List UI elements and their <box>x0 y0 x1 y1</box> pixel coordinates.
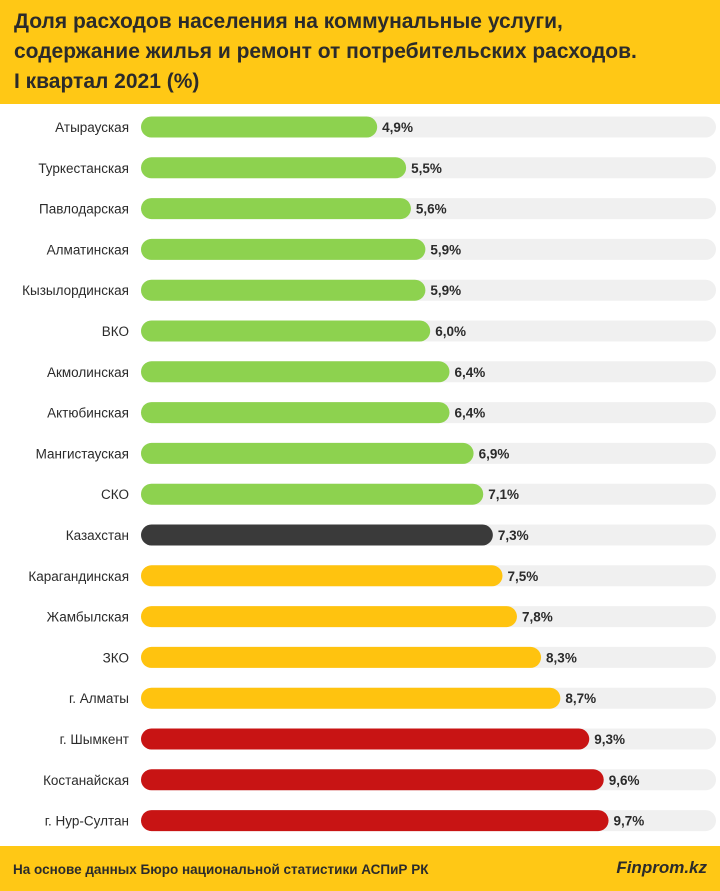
bar-chart-svg: Атырауская 4,9% Туркестанская 5,5% Павлодарс… <box>22 116 716 832</box>
value-label: 6,4% <box>454 406 485 421</box>
category-label: г. Алматы <box>69 691 129 706</box>
bar-row: Атырауская 4,9% <box>55 116 716 138</box>
bar-row: Алматинская 5,9% <box>47 238 716 260</box>
bar-row: Актюбинская 6,4% <box>47 402 716 424</box>
bar-row: ВКО 6,0% <box>102 320 716 342</box>
bar-row: Костанайская 9,6% <box>43 769 716 791</box>
value-label: 7,8% <box>522 610 553 625</box>
value-label: 6,9% <box>479 446 510 461</box>
bar-row: Акмолинская 6,4% <box>47 361 716 383</box>
bar-row: Туркестанская 5,5% <box>38 157 716 179</box>
bar-row: г. Шымкент 9,3% <box>60 728 716 750</box>
category-label: Алматинская <box>47 242 129 257</box>
bar-row: Жамбылская 7,8% <box>47 606 716 628</box>
bar <box>141 157 407 179</box>
value-label: 5,6% <box>416 202 447 217</box>
bar <box>141 279 426 301</box>
value-label: 7,5% <box>508 569 539 584</box>
category-label: СКО <box>101 487 129 502</box>
bar <box>141 442 474 464</box>
bar-row: г. Нур-Султан 9,7% <box>45 810 716 832</box>
category-label: г. Шымкент <box>60 732 129 747</box>
brand-logo-text: Finprom.kz <box>616 858 707 877</box>
chart-title: Доля расходов населения на коммунальные … <box>14 7 714 97</box>
bar <box>141 116 378 138</box>
category-label: Казахстан <box>66 528 129 543</box>
value-label: 7,3% <box>498 528 529 543</box>
bar-row: Казахстан 7,3% <box>66 524 716 546</box>
title-line-2: содержание жилья и ремонт от потребитель… <box>14 40 637 63</box>
value-label: 9,7% <box>614 814 645 829</box>
source-note: На основе данных Бюро национальной стати… <box>13 862 429 877</box>
bar <box>141 687 561 709</box>
value-label: 5,9% <box>430 242 461 257</box>
category-label: Атырауская <box>55 120 129 135</box>
category-label: Кызылординская <box>22 283 129 298</box>
bar <box>141 402 450 424</box>
value-label: 9,6% <box>609 773 640 788</box>
value-label: 8,3% <box>546 650 577 665</box>
category-label: Туркестанская <box>38 161 129 176</box>
category-label: Акмолинская <box>47 365 129 380</box>
value-label: 5,5% <box>411 161 442 176</box>
bar <box>141 606 517 628</box>
category-label: ВКО <box>102 324 129 339</box>
category-label: Жамбылская <box>47 610 129 625</box>
title-banner: Доля расходов населения на коммунальные … <box>0 0 720 104</box>
bar-row: Мангистауская 6,9% <box>36 442 716 464</box>
category-label: ЗКО <box>103 650 129 665</box>
bar <box>141 238 426 260</box>
category-label: Карагандинская <box>28 569 129 584</box>
value-label: 4,9% <box>382 120 413 135</box>
category-label: Павлодарская <box>39 202 129 217</box>
value-label: 7,1% <box>488 487 519 502</box>
bar-row: Карагандинская 7,5% <box>28 565 716 587</box>
bar-row: СКО 7,1% <box>101 483 716 505</box>
value-label: 5,9% <box>430 283 461 298</box>
bar <box>141 810 609 832</box>
bar <box>141 320 431 342</box>
bar-row: Кызылординская 5,9% <box>22 279 716 301</box>
value-label: 9,3% <box>594 732 625 747</box>
value-label: 8,7% <box>565 691 596 706</box>
bar <box>141 483 484 505</box>
bar <box>141 769 604 791</box>
bar-row: г. Алматы 8,7% <box>69 687 716 709</box>
bar <box>141 198 411 220</box>
bar <box>141 524 493 546</box>
bar-row: Павлодарская 5,6% <box>39 198 716 220</box>
value-label: 6,4% <box>454 365 485 380</box>
bar <box>141 728 590 750</box>
bar-row: ЗКО 8,3% <box>103 646 716 668</box>
bar <box>141 361 450 383</box>
category-label: Актюбинская <box>47 406 129 421</box>
bar <box>141 646 542 668</box>
title-line-3: I квартал 2021 (%) <box>14 70 200 93</box>
footer-banner: На основе данных Бюро национальной стати… <box>0 846 720 891</box>
category-label: Мангистауская <box>36 446 129 461</box>
category-label: г. Нур-Султан <box>45 814 129 829</box>
title-line-1: Доля расходов населения на коммунальные … <box>14 10 563 33</box>
category-label: Костанайская <box>43 773 129 788</box>
value-label: 6,0% <box>435 324 466 339</box>
bar <box>141 565 503 587</box>
bar-chart: Атырауская 4,9% Туркестанская 5,5% Павлодарс… <box>0 104 720 846</box>
